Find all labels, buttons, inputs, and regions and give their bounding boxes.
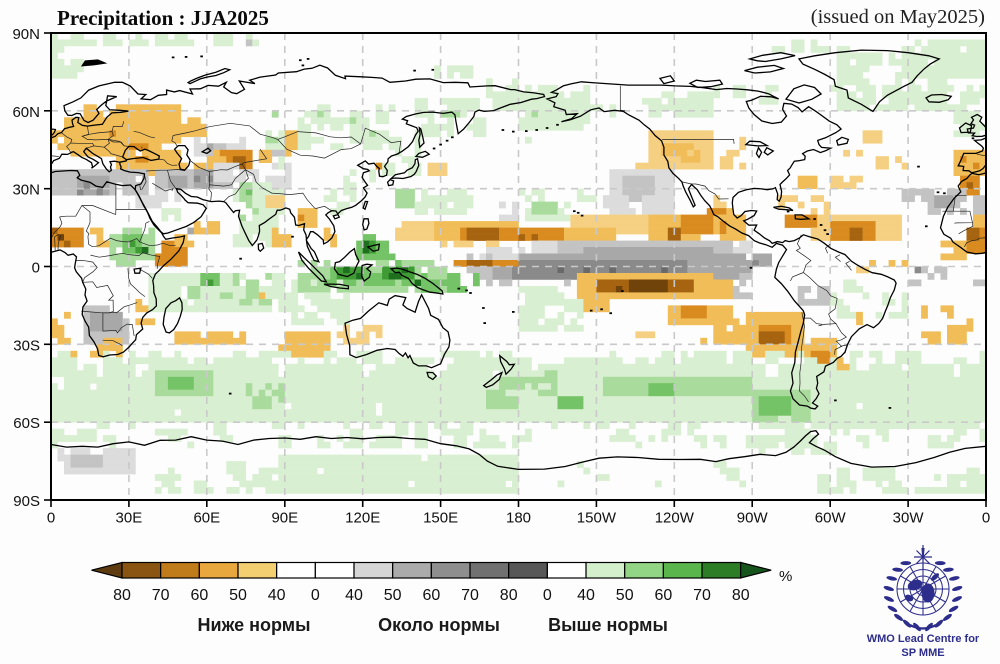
svg-text:180: 180 bbox=[506, 510, 531, 527]
svg-text:SP MME: SP MME bbox=[901, 647, 944, 659]
svg-text:30S: 30S bbox=[13, 337, 40, 354]
svg-text:60S: 60S bbox=[13, 415, 40, 432]
svg-text:Precipitation : JJA2025: Precipitation : JJA2025 bbox=[57, 6, 269, 30]
svg-text:60: 60 bbox=[654, 587, 672, 604]
svg-text:0: 0 bbox=[47, 510, 55, 527]
svg-text:90E: 90E bbox=[271, 510, 298, 527]
svg-text:0: 0 bbox=[982, 510, 990, 527]
svg-text:90N: 90N bbox=[12, 26, 40, 43]
svg-text:120W: 120W bbox=[655, 510, 695, 527]
svg-text:Около нормы: Около нормы bbox=[378, 615, 500, 635]
svg-text:150W: 150W bbox=[577, 510, 617, 527]
svg-text:(issued on May2025): (issued on May2025) bbox=[811, 6, 985, 28]
svg-text:70: 70 bbox=[461, 587, 479, 604]
svg-text:30N: 30N bbox=[12, 182, 40, 199]
svg-text:150E: 150E bbox=[423, 510, 458, 527]
svg-text:50: 50 bbox=[616, 587, 634, 604]
svg-text:0: 0 bbox=[311, 587, 320, 604]
svg-text:30E: 30E bbox=[116, 510, 143, 527]
svg-text:WMO Lead Centre for: WMO Lead Centre for bbox=[867, 633, 980, 645]
svg-text:60E: 60E bbox=[193, 510, 220, 527]
svg-text:70: 70 bbox=[693, 587, 711, 604]
svg-text:60: 60 bbox=[190, 587, 208, 604]
svg-text:70: 70 bbox=[152, 587, 170, 604]
svg-text:50: 50 bbox=[229, 587, 247, 604]
svg-text:40: 40 bbox=[577, 587, 595, 604]
svg-text:%: % bbox=[779, 568, 792, 585]
svg-text:40: 40 bbox=[268, 587, 286, 604]
svg-text:50: 50 bbox=[384, 587, 402, 604]
svg-text:Ниже нормы: Ниже нормы bbox=[198, 615, 311, 635]
svg-text:60N: 60N bbox=[12, 104, 40, 121]
svg-text:80: 80 bbox=[113, 587, 131, 604]
svg-text:120E: 120E bbox=[345, 510, 380, 527]
svg-text:60W: 60W bbox=[815, 510, 847, 527]
svg-text:Выше нормы: Выше нормы bbox=[548, 615, 668, 635]
svg-text:40: 40 bbox=[345, 587, 363, 604]
svg-text:90W: 90W bbox=[737, 510, 769, 527]
svg-text:90S: 90S bbox=[13, 493, 40, 510]
svg-text:60: 60 bbox=[422, 587, 440, 604]
svg-text:80: 80 bbox=[500, 587, 518, 604]
svg-text:0: 0 bbox=[543, 587, 552, 604]
svg-text:80: 80 bbox=[732, 587, 750, 604]
svg-text:0: 0 bbox=[32, 260, 40, 277]
svg-text:30W: 30W bbox=[893, 510, 925, 527]
